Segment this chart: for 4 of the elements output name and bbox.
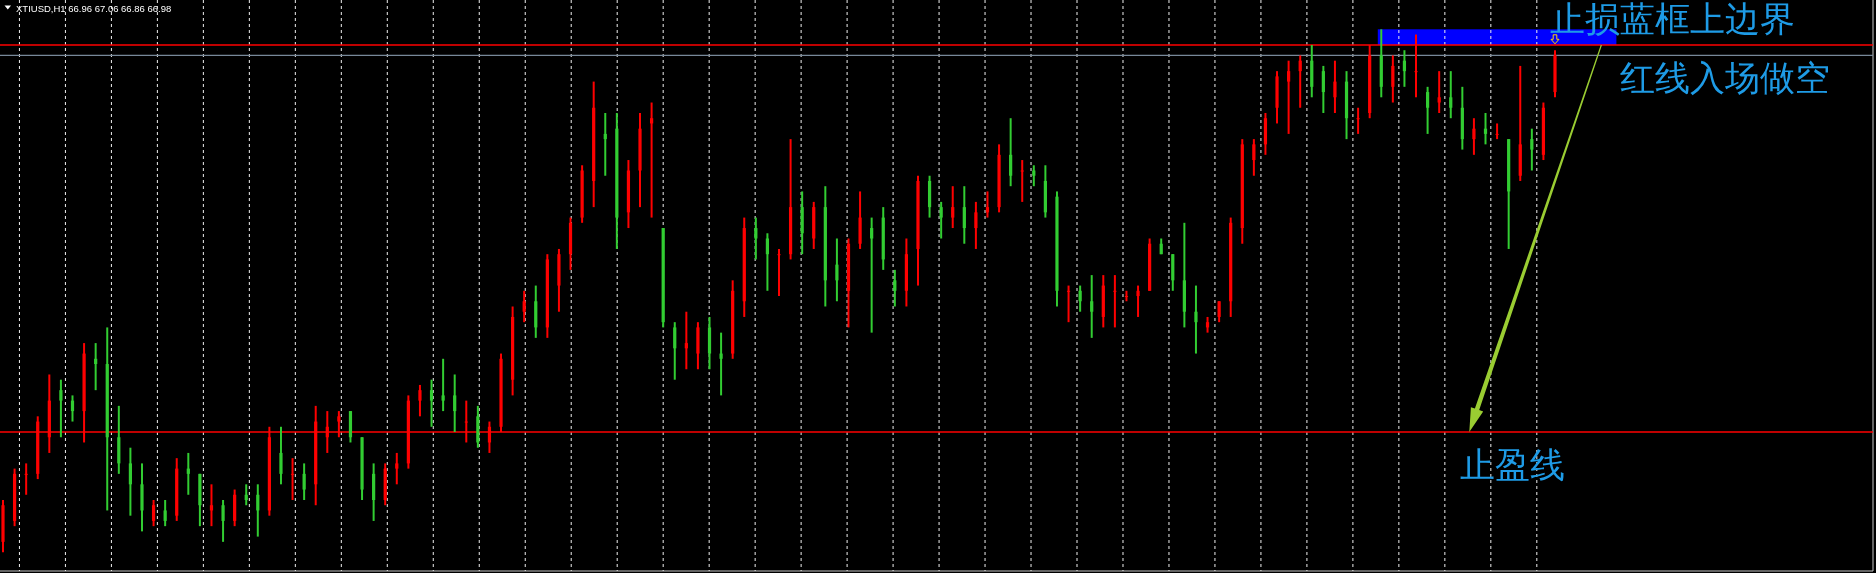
band-label: 止损蓝框上边界: [1550, 0, 1795, 39]
title: XTIUSD,H1 66.96 67.06 66.86 66.98: [16, 2, 172, 14]
ref-line-label: 红线入场做空: [1620, 58, 1831, 97]
ref-line-label: 止盈线: [1460, 445, 1566, 484]
